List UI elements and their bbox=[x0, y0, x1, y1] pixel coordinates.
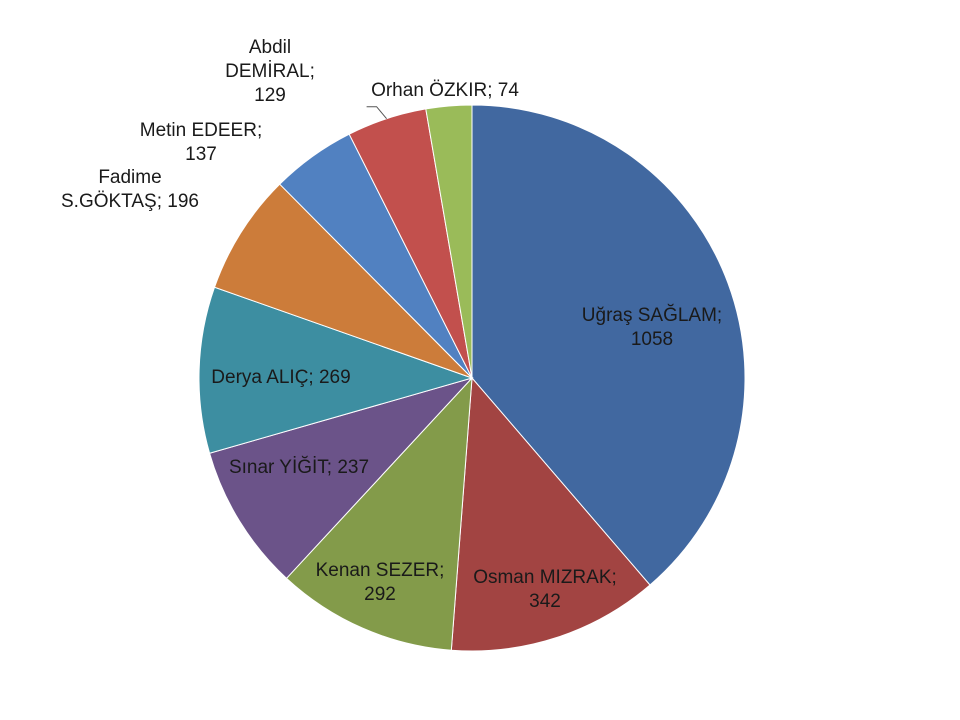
slice-label-line: Orhan ÖZKIR; 74 bbox=[371, 80, 519, 101]
pie-slices bbox=[198, 104, 746, 652]
slice-label-line: Fadime bbox=[98, 167, 161, 188]
slice-label-line: Sınar YİĞİT; 237 bbox=[229, 456, 369, 478]
slice-label-line: Osman MIZRAK; bbox=[473, 567, 617, 588]
pie-slice bbox=[450, 376, 651, 652]
slice-label-line: 129 bbox=[254, 85, 286, 106]
slice-data-label: Fadime S.GÖKTAŞ; 196 bbox=[61, 167, 199, 212]
slice-label-line: Kenan SEZER; bbox=[316, 560, 445, 581]
slice-label-line: 292 bbox=[364, 584, 396, 605]
slice-data-label: Osman MIZRAK; 342 bbox=[473, 567, 617, 612]
pie-slice bbox=[425, 104, 473, 379]
slice-label-line: Metin EDEER; bbox=[140, 120, 262, 141]
slice-label-line: 1058 bbox=[631, 329, 673, 350]
pie-slice bbox=[213, 183, 473, 379]
slice-label-line: Uğraş SAĞLAM; bbox=[582, 304, 722, 326]
slice-data-label: Sınar YİĞİT; 237 bbox=[229, 456, 369, 478]
slice-data-label: Orhan ÖZKIR; 74 bbox=[371, 80, 519, 101]
slice-label-line: S.GÖKTAŞ; 196 bbox=[61, 191, 199, 212]
data-labels: Uğraş SAĞLAM; 1058 Osman MIZRAK; 342 Kenan S… bbox=[61, 37, 722, 612]
slice-label-line: 137 bbox=[185, 144, 217, 165]
slice-label-line: 342 bbox=[529, 591, 561, 612]
pie-slice bbox=[208, 377, 474, 580]
pie-slice bbox=[285, 376, 473, 651]
slice-label-line: Abdil bbox=[249, 37, 291, 58]
slice-data-label: Uğraş SAĞLAM; 1058 bbox=[582, 304, 722, 350]
slice-data-label: Abdil DEMİRAL; 129 bbox=[225, 37, 315, 106]
slice-label-line: DEMİRAL; bbox=[225, 61, 315, 82]
leader-lines bbox=[366, 106, 387, 120]
slice-label-line: Derya ALIÇ; 269 bbox=[211, 367, 350, 388]
slice-data-label: Kenan SEZER; 292 bbox=[316, 560, 445, 605]
pie-slice bbox=[198, 286, 474, 454]
slice-data-label: Derya ALIÇ; 269 bbox=[211, 367, 350, 388]
leader-line bbox=[366, 106, 387, 120]
slice-data-label: Metin EDEER; 137 bbox=[140, 120, 262, 165]
pie-slice bbox=[471, 104, 746, 586]
